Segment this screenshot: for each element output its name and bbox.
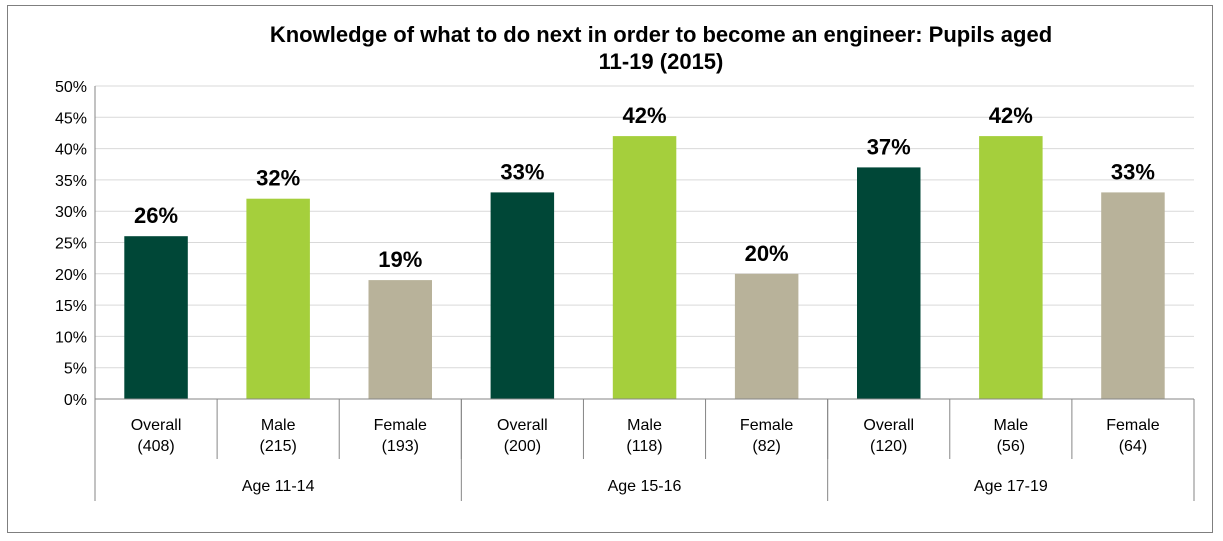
x-category-label: Male bbox=[627, 417, 662, 434]
x-category-count: (120) bbox=[870, 438, 907, 455]
x-category-count: (82) bbox=[752, 438, 780, 455]
y-tick-label: 15% bbox=[55, 298, 87, 315]
x-category-count: (56) bbox=[997, 438, 1025, 455]
bar-female bbox=[734, 273, 799, 399]
y-tick-label: 10% bbox=[55, 329, 87, 346]
data-label: 33% bbox=[500, 159, 544, 184]
data-label: 37% bbox=[867, 134, 911, 159]
y-tick-label: 5% bbox=[64, 361, 87, 378]
bars bbox=[124, 136, 1165, 399]
x-category-label: Female bbox=[1106, 417, 1159, 434]
data-label: 42% bbox=[622, 103, 666, 128]
bar-female bbox=[1101, 192, 1165, 399]
y-tick-label: 30% bbox=[55, 204, 87, 221]
bar-male bbox=[612, 136, 677, 399]
x-group-label: Age 11-14 bbox=[242, 478, 315, 495]
x-axis-group-labels: Age 11-14 Age 15-16 Age 17-19 bbox=[242, 478, 1048, 495]
x-group-label: Age 15-16 bbox=[608, 478, 682, 495]
data-label: 42% bbox=[989, 103, 1033, 128]
bar-overall bbox=[490, 192, 555, 399]
bar-male bbox=[246, 198, 310, 399]
y-tick-label: 50% bbox=[55, 79, 87, 96]
y-tick-label: 35% bbox=[55, 173, 87, 190]
chart-title-line-1: Knowledge of what to do next in order to… bbox=[270, 22, 1052, 47]
y-tick-label: 40% bbox=[55, 142, 87, 159]
x-axis-category-labels: Overall (408) Male (215) Female (193) Overall (… bbox=[131, 417, 1160, 455]
x-group-label: Age 17-19 bbox=[974, 478, 1048, 495]
y-axis-ticks: 0% 5% 10% 15% 20% 25% 30% 35% 40% 45% 50% bbox=[55, 79, 87, 409]
data-label: 33% bbox=[1111, 159, 1155, 184]
x-axis bbox=[94, 86, 1195, 501]
x-category-count: (193) bbox=[382, 438, 419, 455]
x-category-label: Female bbox=[740, 417, 793, 434]
bar-chart: Knowledge of what to do next in order to… bbox=[55, 22, 1195, 501]
y-tick-label: 45% bbox=[55, 110, 87, 127]
chart-title: Knowledge of what to do next in order to… bbox=[270, 22, 1052, 74]
x-category-label: Male bbox=[261, 417, 296, 434]
x-category-label: Overall bbox=[863, 417, 914, 434]
y-tick-label: 25% bbox=[55, 236, 87, 253]
bar-female bbox=[368, 280, 432, 399]
x-category-label: Male bbox=[993, 417, 1028, 434]
data-label: 32% bbox=[256, 166, 300, 191]
data-label: 20% bbox=[745, 241, 789, 266]
chart-frame: Knowledge of what to do next in order to… bbox=[7, 5, 1213, 533]
data-label: 19% bbox=[378, 247, 422, 272]
bar-overall bbox=[124, 236, 188, 399]
x-category-count: (64) bbox=[1119, 438, 1147, 455]
chart-title-line-2: 11-19 (2015) bbox=[599, 49, 724, 74]
x-category-label: Overall bbox=[497, 417, 548, 434]
x-category-label: Overall bbox=[131, 417, 182, 434]
bar-male bbox=[979, 136, 1043, 399]
x-category-count: (408) bbox=[137, 438, 174, 455]
y-tick-label: 0% bbox=[64, 392, 87, 409]
x-category-label: Female bbox=[374, 417, 427, 434]
x-category-count: (118) bbox=[626, 438, 662, 455]
x-category-count: (215) bbox=[259, 438, 296, 455]
y-tick-label: 20% bbox=[55, 267, 87, 284]
data-label: 26% bbox=[134, 203, 178, 228]
x-category-count: (200) bbox=[504, 438, 541, 455]
bar-overall bbox=[857, 167, 921, 399]
data-labels: 26% 32% 19% 33% 42% 20% 37% 42% 33% bbox=[134, 103, 1155, 272]
